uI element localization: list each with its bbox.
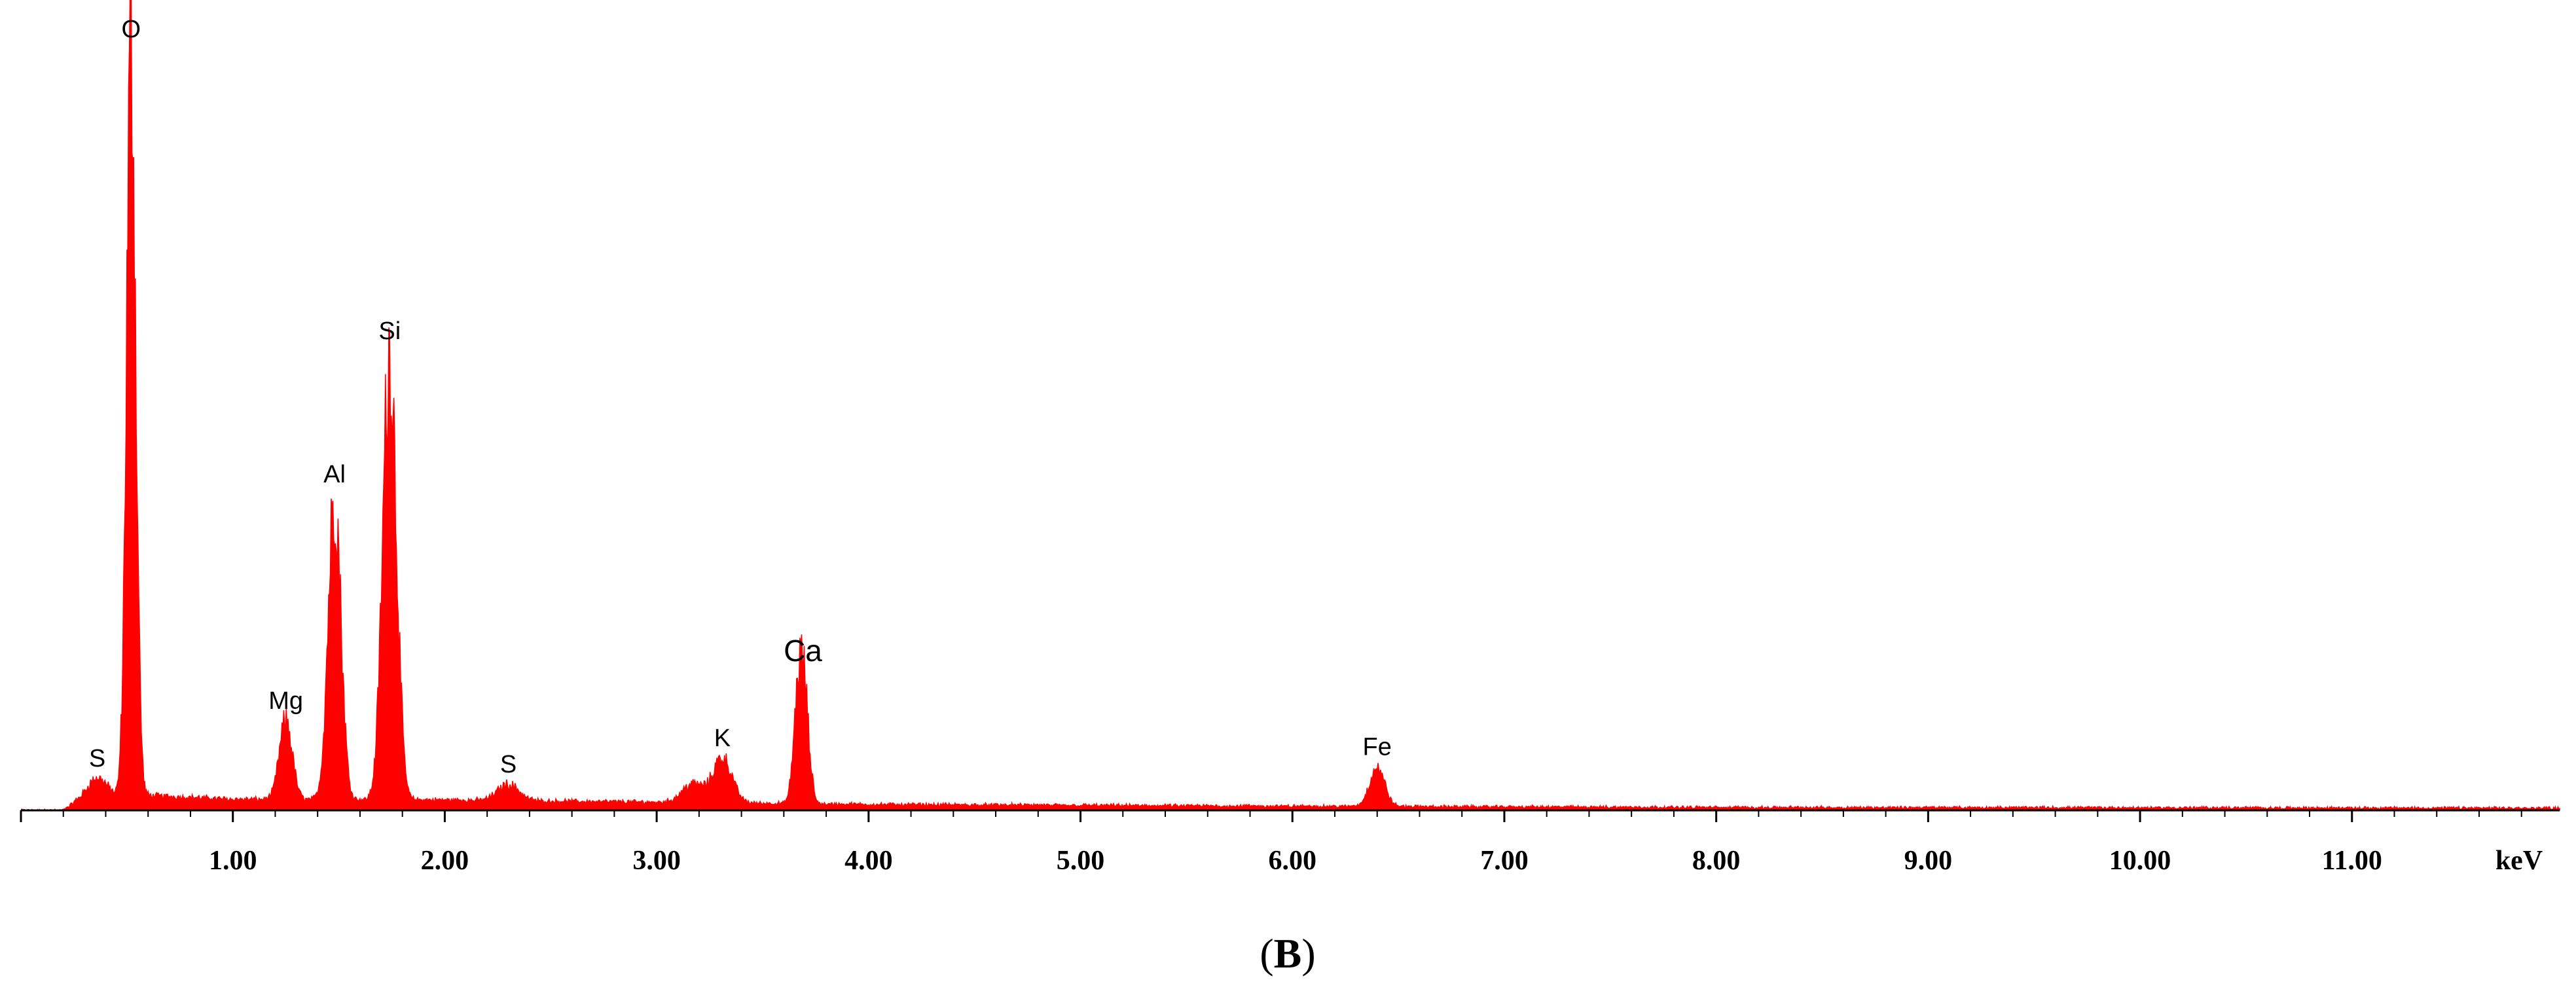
peak-label-ca: Ca — [784, 634, 822, 668]
x-tick-label: 2.00 — [421, 846, 469, 876]
peak-label-si: Si — [378, 317, 401, 345]
peak-label-s: S — [89, 745, 105, 772]
x-tick-label: 5.00 — [1057, 846, 1105, 876]
x-axis-ticks — [20, 810, 2522, 822]
peak-label-k: K — [714, 725, 731, 752]
x-tick-label: 3.00 — [632, 846, 681, 876]
x-tick-label: 11.00 — [2322, 846, 2382, 876]
x-tick-label: 6.00 — [1268, 846, 1316, 876]
x-axis-tick-labels: 1.00 2.00 3.00 4.00 5.00 6.00 7.00 8.00 9.00 10.0… — [209, 846, 2382, 876]
x-tick-label: 1.00 — [209, 846, 257, 876]
spectrum-area — [20, 0, 2560, 812]
x-tick-label: 8.00 — [1692, 846, 1741, 876]
peak-label-al: Al — [323, 461, 346, 488]
x-tick-label: 9.00 — [1904, 846, 1953, 876]
plot-area — [20, 0, 2560, 812]
x-tick-label: 7.00 — [1480, 846, 1529, 876]
x-tick-label: 10.00 — [2109, 846, 2171, 876]
peak-label-s: S — [500, 751, 517, 778]
peak-labels: S O Mg Al Si S K Ca Fe — [89, 16, 1392, 778]
peak-label-mg: Mg — [268, 687, 303, 715]
panel-label: (B) — [1260, 930, 1315, 977]
x-axis-unit-label: keV — [2495, 846, 2543, 876]
peak-label-fe: Fe — [1363, 733, 1392, 761]
x-tick-label: 4.00 — [844, 846, 893, 876]
peak-label-o: O — [122, 16, 141, 43]
